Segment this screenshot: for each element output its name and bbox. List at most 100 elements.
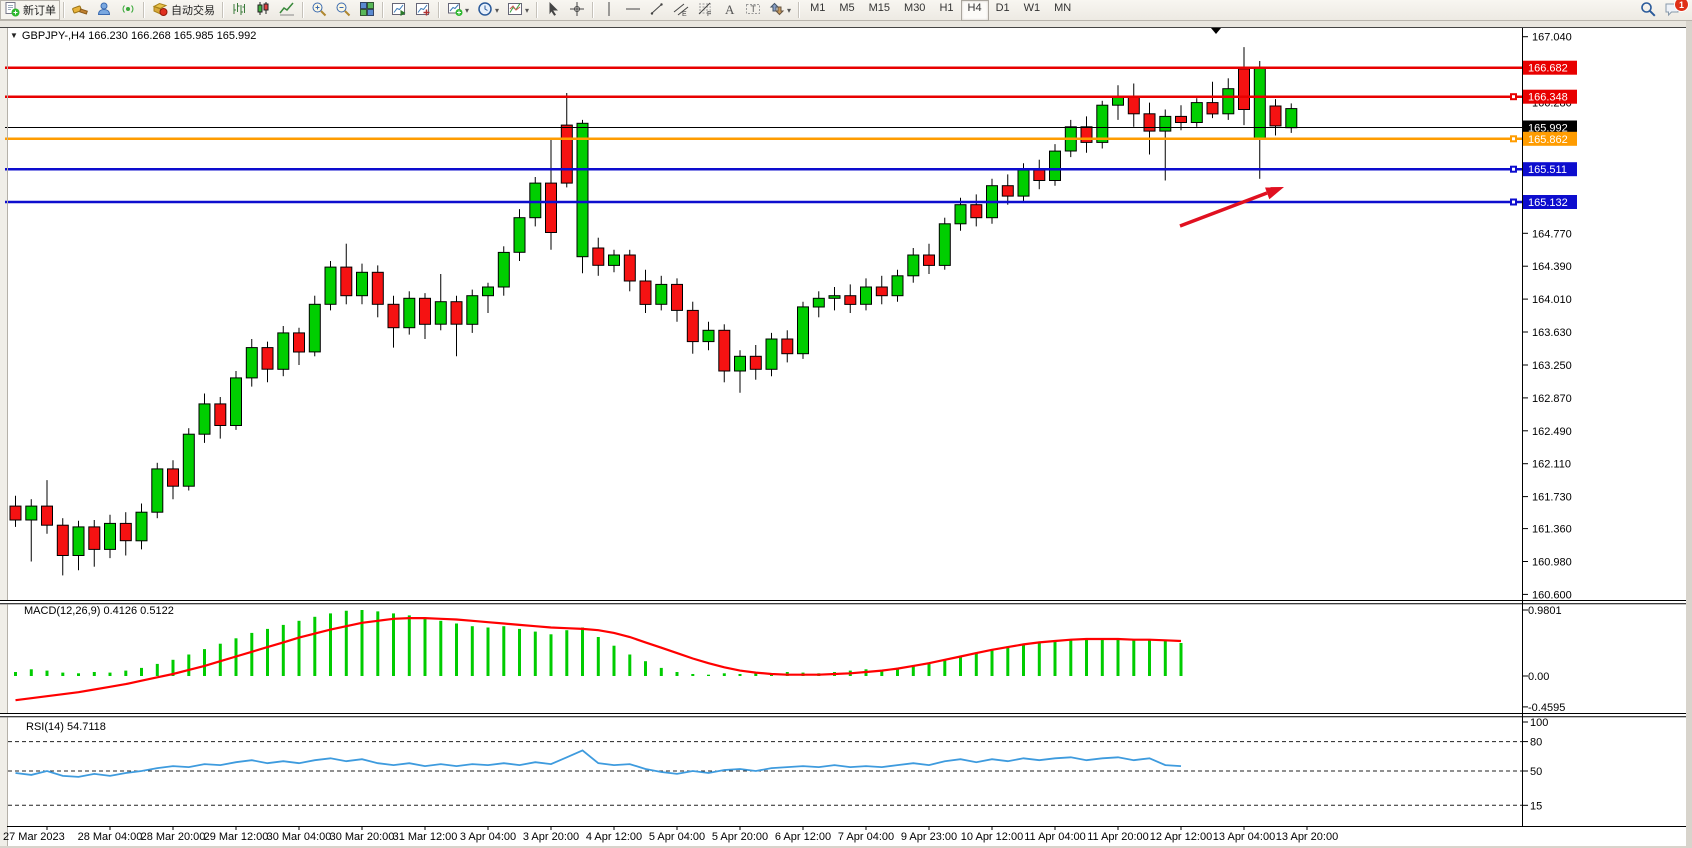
scroll-to-end-marker[interactable]: [1211, 28, 1221, 34]
trendline-button[interactable]: [645, 0, 669, 20]
macd-tick-label: -0.4595: [1528, 702, 1565, 714]
candle: [1127, 96, 1140, 115]
candle: [119, 522, 132, 542]
time-label: 13 Apr 04:00: [1213, 831, 1275, 843]
text-a-button[interactable]: A: [717, 0, 741, 20]
autotrade-button[interactable]: 自动交易: [148, 0, 219, 20]
chat-button[interactable]: 1: [1660, 0, 1689, 20]
main-toolbar: 新订单 自动交易 ▾ ▾ ▾ E F A T ▾ M1 M5 M15 M30 H1 H4 D1 W1 MN 1: [0, 0, 1692, 21]
timeframe-m5-button[interactable]: M5: [839, 1, 855, 14]
candle: [167, 468, 179, 487]
search-button[interactable]: [1636, 0, 1660, 20]
shapes-button[interactable]: ▾: [765, 0, 795, 20]
timeframe-h4-button[interactable]: H4: [960, 0, 989, 21]
signal-button[interactable]: [116, 0, 140, 20]
bars-chart-icon: [231, 1, 247, 20]
candle: [151, 468, 164, 513]
candle: [655, 283, 668, 305]
text-a-icon: A: [721, 1, 737, 20]
bars-chart-button[interactable]: [227, 0, 251, 20]
candle: [25, 505, 38, 521]
tile-windows-button[interactable]: [355, 0, 379, 20]
candle: [72, 526, 85, 557]
candle: [230, 377, 242, 426]
chevron-down-icon[interactable]: ▾: [495, 5, 500, 15]
price-label: [1523, 162, 1577, 177]
price-tick-label: 167.040: [1532, 32, 1572, 44]
time-label: 12 Apr 12:00: [1150, 831, 1212, 843]
candle: [1049, 150, 1061, 182]
time-label: 28 Mar 20:00: [141, 831, 206, 843]
time-label: 3 Apr 04:00: [460, 831, 516, 843]
vline-button[interactable]: [597, 0, 621, 20]
line-anchor-center: [1512, 95, 1515, 99]
candle: [513, 217, 526, 253]
chart-cross-button[interactable]: [411, 0, 435, 20]
macd-indicator-label: MACD(12,26,9) 0.4126 0.5122: [24, 605, 174, 617]
cursor-button[interactable]: [541, 0, 565, 20]
line-chart-button[interactable]: [275, 0, 299, 20]
period-clock-button[interactable]: ▾: [473, 0, 503, 20]
template-chart-button[interactable]: ▾: [503, 0, 533, 20]
time-label: 5 Apr 04:00: [649, 831, 705, 843]
template-chart-icon: [507, 1, 523, 20]
candle: [308, 303, 321, 353]
candle: [340, 266, 353, 297]
timeframe-m15-button[interactable]: M15: [868, 1, 891, 14]
new-order-button[interactable]: 新订单: [0, 0, 60, 20]
hline-button[interactable]: [621, 0, 645, 20]
candle: [482, 286, 494, 297]
profile-button[interactable]: [92, 0, 116, 20]
chevron-down-icon[interactable]: ▾: [787, 5, 792, 15]
candle: [970, 204, 983, 219]
price-label-text: 165.511: [1528, 164, 1567, 176]
period-clock-icon: [477, 1, 493, 20]
candle: [245, 347, 258, 379]
candle: [1080, 126, 1093, 143]
candle: [1269, 105, 1282, 127]
text-label-button[interactable]: T: [741, 0, 765, 20]
price-label-text: 165.132: [1528, 197, 1568, 209]
indicator-add-button[interactable]: ▾: [443, 0, 473, 20]
timeframe-m1-button[interactable]: M1: [810, 1, 826, 14]
time-label: 6 Apr 12:00: [775, 831, 831, 843]
toolbar-separator: [592, 2, 595, 18]
candle: [875, 286, 888, 297]
candle: [560, 124, 573, 184]
timeframe-d1-button[interactable]: D1: [995, 1, 1010, 14]
trend-arrow[interactable]: [1179, 187, 1284, 228]
zoom-in-button[interactable]: [307, 0, 331, 20]
hammer-button[interactable]: [68, 0, 92, 20]
collapse-arrow-icon[interactable]: ▼: [10, 31, 18, 40]
chart-play-button[interactable]: [387, 0, 411, 20]
chevron-down-icon[interactable]: ▾: [465, 5, 470, 15]
fibo-button[interactable]: F: [693, 0, 717, 20]
candle: [1143, 113, 1156, 132]
time-label: 27 Mar 2023: [3, 831, 65, 843]
timeframe-w1-button[interactable]: W1: [1023, 1, 1041, 14]
candle: [434, 301, 447, 325]
channel-button[interactable]: E: [669, 0, 693, 20]
time-label: 9 Apr 23:00: [901, 831, 957, 843]
rsi-tick-label: 80: [1530, 737, 1542, 749]
candle: [1206, 102, 1219, 115]
candle: [261, 347, 274, 370]
time-label: 30 Mar 04:00: [267, 831, 332, 843]
timeframe-m30-button[interactable]: M30: [904, 1, 926, 14]
timeframe-h1-button[interactable]: H1: [939, 1, 954, 14]
crosshair-icon: [569, 1, 585, 20]
candle: [907, 254, 920, 277]
crosshair-button[interactable]: [565, 0, 589, 20]
time-label: 4 Apr 12:00: [586, 831, 642, 843]
indicator-add-icon: [447, 1, 463, 20]
timeframe-mn-button[interactable]: MN: [1054, 1, 1072, 14]
candle: [576, 122, 589, 258]
svg-text:A: A: [725, 2, 735, 17]
candles-chart-button[interactable]: [251, 0, 275, 20]
chevron-down-icon[interactable]: ▾: [525, 5, 530, 15]
candle: [545, 182, 557, 234]
autotrade-label: 自动交易: [171, 5, 215, 17]
price-tick-label: 162.110: [1532, 459, 1571, 471]
zoom-out-button[interactable]: [331, 0, 355, 20]
